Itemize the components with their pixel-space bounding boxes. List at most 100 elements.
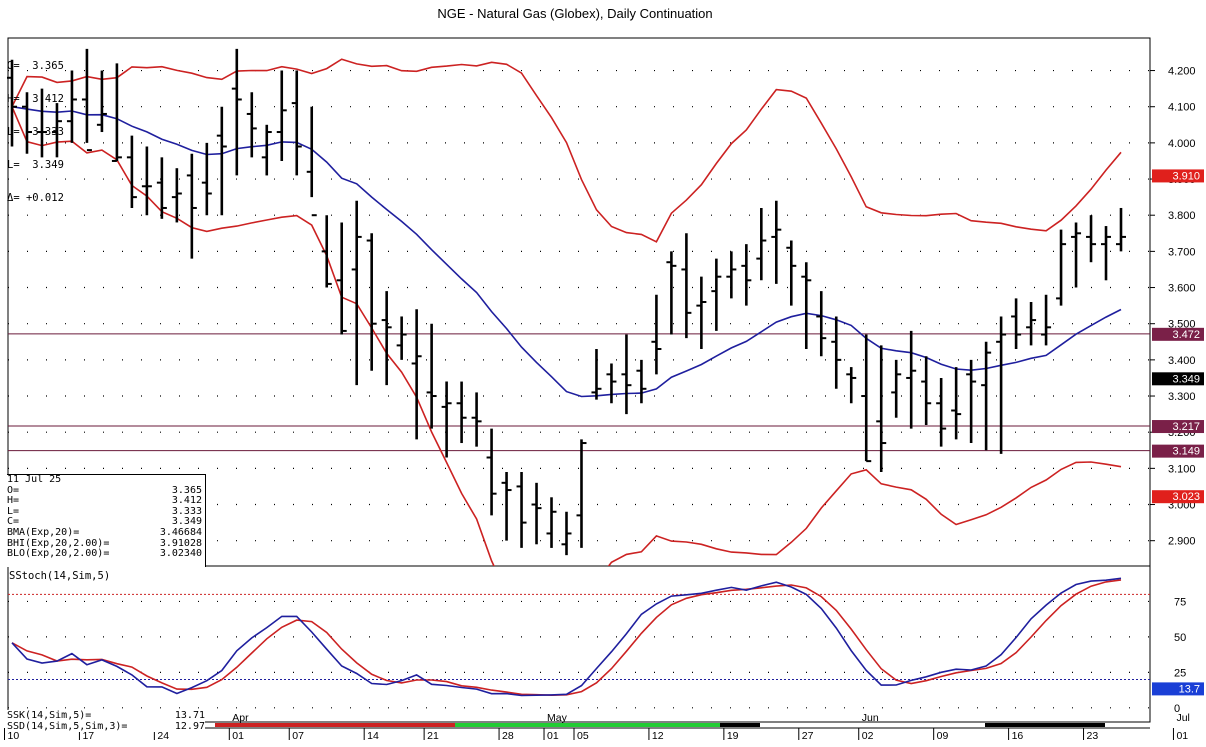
x-axis-band-red (215, 723, 455, 727)
info-row: BMA(Exp,20)= 3.46684 (7, 526, 205, 539)
lower-band-line (11, 106, 1122, 566)
info-row: C= 3.349 (7, 517, 205, 528)
info-row: H= 3.412 (7, 496, 205, 507)
x-tick-label: 07 (292, 730, 304, 742)
price-tick-label: 2.900 (1168, 536, 1196, 548)
price-tick-label: 3.800 (1168, 210, 1196, 222)
stoch-values: SSK(14,Sim,5)= 13.71 SSD(14,Sim,5,Sim,3)=… (7, 710, 205, 732)
info-label: L= (7, 505, 20, 517)
info-label: H= (7, 495, 20, 507)
ohlc-line: Δ= +0.012 (7, 192, 64, 204)
x-tick-label: 02 (862, 730, 874, 742)
x-tick-label: 28 (502, 730, 514, 742)
x-tick-label: 01 (547, 730, 559, 742)
info-value: 3.02340 (159, 548, 202, 560)
stoch-k-line (11, 577, 1122, 697)
info-label: C= (7, 516, 20, 528)
info-value: 3.333 (171, 505, 202, 517)
stoch-marker-badge (1152, 682, 1204, 696)
month-label: Jul (1176, 712, 1189, 724)
stoch-tick-label: 0 (1174, 703, 1180, 715)
price-marker-label: 3.217 (1172, 421, 1200, 433)
ohlc-header: O= 3.365 H= 3.412 L= 3.333 L= 3.349 Δ= +… (7, 39, 64, 215)
x-tick-label: 19 (727, 730, 739, 742)
info-value: 3.349 (171, 516, 202, 528)
stoch-tick-label: 50 (1174, 632, 1186, 644)
price-tick-label: 4.200 (1168, 66, 1196, 78)
price-marker-label: 3.023 (1172, 491, 1200, 503)
x-axis-band-black (985, 723, 1105, 727)
price-tick-label: 3.600 (1168, 283, 1196, 295)
price-tick-label: 4.100 (1168, 102, 1196, 114)
x-tick-label: 23 (1087, 730, 1099, 742)
x-tick-label: 01 (1176, 730, 1188, 742)
stoch-tick-label: 25 (1174, 667, 1186, 679)
price-tick-label: 3.500 (1168, 319, 1196, 331)
price-marker-badge (1152, 327, 1204, 341)
info-row: O= 3.365 (7, 484, 205, 497)
price-tick-label: 3.100 (1168, 463, 1196, 475)
price-marker-badge (1152, 444, 1204, 458)
info-label: O= (7, 484, 20, 496)
month-label: Jun (862, 712, 879, 724)
x-tick-label: 14 (367, 730, 379, 742)
middle-band-line (11, 105, 1122, 398)
info-date: 11 Jul 25 (7, 474, 62, 485)
x-tick-label: 27 (802, 730, 814, 742)
stoch-row: SSD(14,Sim,5,Sim,3)= 12.97 (7, 721, 205, 732)
stoch-marker-label: 13.7 (1179, 683, 1200, 695)
price-tick-label: 3.700 (1168, 246, 1196, 258)
price-marker-badge (1152, 490, 1204, 504)
info-label: BHI(Exp,20,2.00)= (7, 537, 110, 549)
price-marker-badge (1152, 372, 1204, 386)
x-tick-label: 24 (157, 730, 169, 742)
price-tick-label: 4.000 (1168, 138, 1196, 150)
x-axis-band-green (455, 723, 720, 727)
upper-band-line (11, 58, 1122, 243)
x-axis-band-black (720, 723, 760, 727)
x-tick-label: 05 (577, 730, 589, 742)
x-tick-label: 16 (1012, 730, 1024, 742)
stoch-d-line (11, 579, 1122, 697)
info-label: BLO(Exp,20,2.00)= (7, 548, 110, 560)
info-row: L= 3.333 (7, 505, 205, 518)
price-marker-label: 3.472 (1172, 329, 1200, 341)
price-tick-label: 3.400 (1168, 355, 1196, 367)
stoch-value: 13.71 (174, 710, 205, 721)
info-value: 3.412 (171, 495, 202, 507)
info-row: BHI(Exp,20,2.00)= 3.91028 (7, 537, 205, 550)
x-tick-label: 09 (937, 730, 949, 742)
info-value: 3.91028 (159, 537, 202, 549)
x-tick-label: 01 (232, 730, 244, 742)
price-tick-label: 3.300 (1168, 391, 1196, 403)
x-tick-label: 10 (8, 730, 20, 742)
price-marker-label: 3.349 (1172, 373, 1200, 385)
x-tick-label: 17 (82, 730, 94, 742)
ohlc-line: L= 3.333 (7, 126, 64, 138)
stoch-value: 12.97 (174, 721, 205, 732)
stoch-row: SSK(14,Sim,5)= 13.71 (7, 710, 205, 721)
price-marker-badge (1152, 169, 1204, 183)
ohlc-line: H= 3.412 (7, 93, 64, 105)
info-value: 3.365 (171, 484, 202, 496)
info-label: BMA(Exp,20)= (7, 526, 80, 538)
info-value: 3.46684 (159, 526, 202, 538)
price-marker-label: 3.149 (1172, 446, 1200, 458)
info-row: BLO(Exp,20,2.00)= 3.02340 (7, 549, 205, 560)
stoch-tick-label: 75 (1174, 596, 1186, 608)
month-label: Apr (232, 712, 249, 724)
ohlc-line: L= 3.349 (7, 159, 64, 171)
price-marker-label: 3.910 (1172, 170, 1200, 182)
x-tick-label: 12 (652, 730, 664, 742)
stoch-title: SStoch(14,Sim,5) (9, 570, 111, 582)
stoch-label: SSK(14,Sim,5)= (7, 710, 92, 721)
stoch-panel-frame (7, 565, 1151, 723)
x-tick-label: 21 (427, 730, 439, 742)
price-marker-badge (1152, 420, 1204, 434)
info-box: 11 Jul 25 O= 3.365 H= 3.412 L= 3.333 C= 3.34… (7, 474, 206, 567)
ohlc-line: O= 3.365 (7, 60, 64, 72)
chart-title: NGE - Natural Gas (Globex), Daily Contin… (437, 6, 713, 21)
stoch-label: SSD(14,Sim,5,Sim,3)= (7, 721, 128, 732)
month-label: May (547, 712, 568, 724)
